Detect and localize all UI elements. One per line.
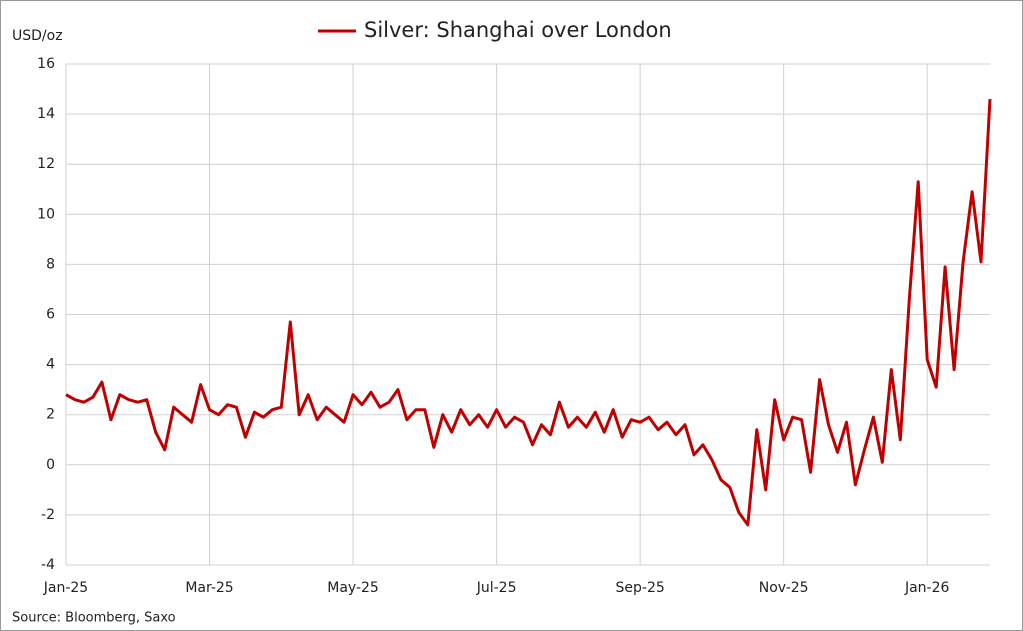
y-tick-label: 0 xyxy=(46,457,55,473)
y-axis-label: USD/oz xyxy=(12,28,63,44)
y-tick-label: 6 xyxy=(46,307,55,323)
y-tick-label: 14 xyxy=(37,106,55,122)
y-tick-label: -4 xyxy=(41,557,55,573)
x-tick-label: Jul-25 xyxy=(476,580,517,596)
x-tick-label: Jan-26 xyxy=(904,580,950,596)
x-tick-label: Nov-25 xyxy=(759,580,809,596)
source: Source: Bloomberg, Saxo xyxy=(12,611,176,626)
y-tick-label: 2 xyxy=(46,407,55,423)
line xyxy=(65,99,992,527)
y-tick-label: -2 xyxy=(41,507,55,523)
x-tick-label: Sep-25 xyxy=(616,580,665,596)
legend-label: Silver: Shanghai over London xyxy=(364,18,672,42)
y-tick-label: 12 xyxy=(37,156,55,172)
x-tick-label: Mar-25 xyxy=(185,580,233,596)
y-tick-label: 4 xyxy=(46,357,55,373)
x-tick-label: Jan-25 xyxy=(43,580,88,596)
y-tick-label: 8 xyxy=(46,256,55,272)
x-tick-label: May-25 xyxy=(327,580,379,596)
y-tick-label: 16 xyxy=(37,56,55,72)
y-tick-label: 10 xyxy=(37,206,55,222)
